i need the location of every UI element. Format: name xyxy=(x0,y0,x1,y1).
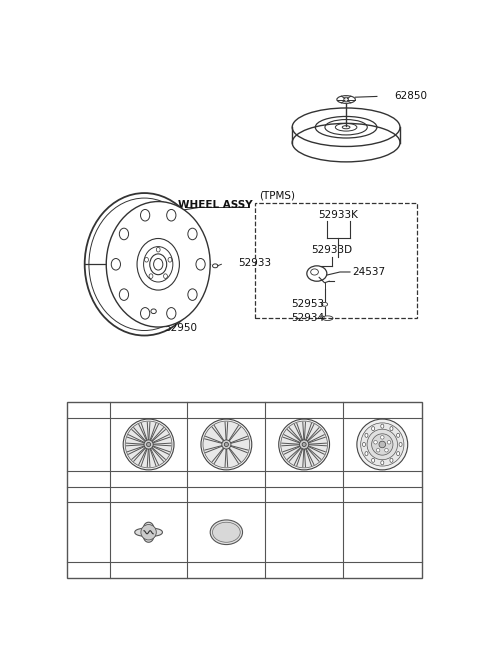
Text: 52910B: 52910B xyxy=(207,405,245,415)
Ellipse shape xyxy=(188,228,197,239)
Ellipse shape xyxy=(372,426,375,430)
Ellipse shape xyxy=(372,459,375,462)
Bar xyxy=(255,203,417,318)
Text: 52910-M7500: 52910-M7500 xyxy=(118,475,179,483)
Ellipse shape xyxy=(362,442,365,447)
Text: Kia: Kia xyxy=(216,527,236,537)
Text: 52960: 52960 xyxy=(172,489,203,499)
Circle shape xyxy=(357,419,408,470)
Ellipse shape xyxy=(111,258,120,270)
Text: 52910-M7800: 52910-M7800 xyxy=(274,475,335,483)
Circle shape xyxy=(372,434,393,455)
Circle shape xyxy=(203,421,250,468)
Ellipse shape xyxy=(337,96,355,104)
Ellipse shape xyxy=(188,289,197,300)
Ellipse shape xyxy=(381,461,384,465)
Bar xyxy=(67,402,421,578)
Circle shape xyxy=(224,442,228,447)
Ellipse shape xyxy=(396,434,400,438)
Circle shape xyxy=(360,423,404,466)
Text: 52933: 52933 xyxy=(238,258,271,268)
Text: 52910A: 52910A xyxy=(363,405,401,415)
Text: 52953: 52953 xyxy=(291,299,324,310)
Circle shape xyxy=(144,440,153,449)
Ellipse shape xyxy=(141,209,150,221)
Text: 52910-M7700: 52910-M7700 xyxy=(196,475,257,483)
Circle shape xyxy=(374,440,377,444)
Text: 62850: 62850 xyxy=(394,91,427,102)
Ellipse shape xyxy=(390,459,393,462)
Ellipse shape xyxy=(196,258,205,270)
Ellipse shape xyxy=(213,522,240,543)
Circle shape xyxy=(281,421,327,468)
Circle shape xyxy=(302,442,306,447)
Ellipse shape xyxy=(292,123,400,162)
Text: 52960-Q5RR0: 52960-Q5RR0 xyxy=(118,565,180,575)
Ellipse shape xyxy=(399,442,402,447)
Text: 52910-B0950: 52910-B0950 xyxy=(353,475,412,483)
Circle shape xyxy=(123,419,174,470)
Text: KEY NO.: KEY NO. xyxy=(67,405,110,415)
Ellipse shape xyxy=(167,209,176,221)
Circle shape xyxy=(125,421,172,468)
Circle shape xyxy=(146,442,151,447)
Text: 52933K: 52933K xyxy=(318,210,359,220)
Circle shape xyxy=(279,419,330,470)
Ellipse shape xyxy=(365,451,368,456)
Circle shape xyxy=(379,441,385,448)
Text: 52933D: 52933D xyxy=(312,245,353,255)
Polygon shape xyxy=(135,522,162,543)
Ellipse shape xyxy=(106,201,210,327)
Circle shape xyxy=(387,440,391,444)
Text: P/NO: P/NO xyxy=(75,565,102,575)
Text: ILLUST: ILLUST xyxy=(71,527,107,537)
Ellipse shape xyxy=(167,308,176,319)
Circle shape xyxy=(222,440,231,449)
Circle shape xyxy=(141,525,156,540)
Circle shape xyxy=(201,419,252,470)
Ellipse shape xyxy=(390,426,393,430)
Circle shape xyxy=(376,449,380,452)
Text: (TPMS): (TPMS) xyxy=(259,191,295,201)
Text: 24537: 24537 xyxy=(352,267,385,277)
Ellipse shape xyxy=(141,308,150,319)
Ellipse shape xyxy=(365,434,368,438)
Ellipse shape xyxy=(381,424,384,428)
Text: P/NO: P/NO xyxy=(75,475,102,483)
Ellipse shape xyxy=(120,289,129,300)
Text: 52934: 52934 xyxy=(291,313,324,323)
Text: KEY NO.: KEY NO. xyxy=(67,490,110,499)
Text: WHEEL ASSY: WHEEL ASSY xyxy=(178,200,252,210)
Text: ILLUST: ILLUST xyxy=(71,440,107,449)
Circle shape xyxy=(384,449,388,452)
Text: 52950: 52950 xyxy=(164,323,197,333)
Ellipse shape xyxy=(120,228,129,239)
Ellipse shape xyxy=(396,451,400,456)
Circle shape xyxy=(300,440,309,449)
Text: 52960-R0100: 52960-R0100 xyxy=(197,565,256,575)
Ellipse shape xyxy=(210,520,242,544)
Circle shape xyxy=(381,436,384,439)
Circle shape xyxy=(367,429,397,460)
